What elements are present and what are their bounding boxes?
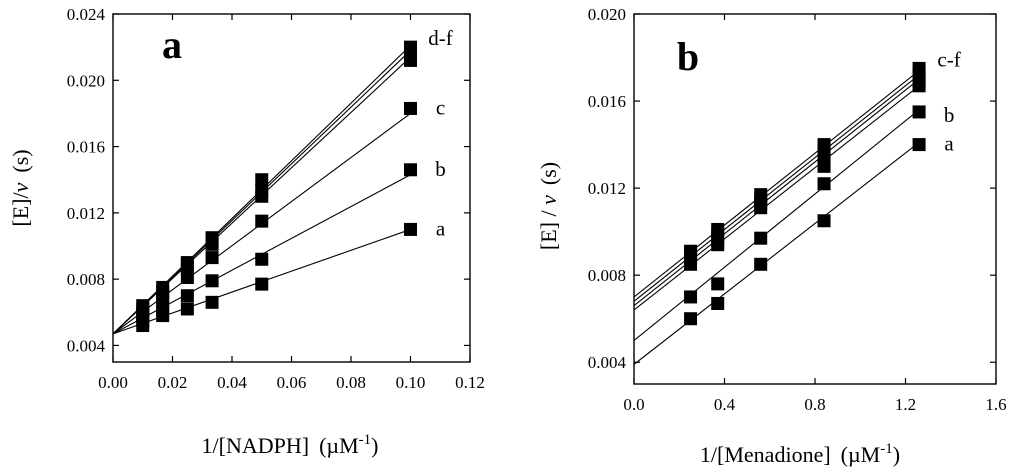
data-point-b [912,105,926,119]
x-axis-label-close: ) [371,433,378,458]
data-point-f [754,188,768,202]
data-point-c [205,251,219,265]
series-label: c-f [937,47,960,71]
data-point-a [817,214,831,228]
data-point-f [136,299,150,313]
data-point-b [205,274,219,288]
x-axis-label: 1/[NADPH] (µM-1) [202,432,379,458]
x-axis-label-unit: (µM [319,433,359,458]
data-point-f [205,231,219,245]
data-point-a [912,138,926,152]
y-tick-label: 0.004 [588,353,627,372]
x-tick-label: 0.10 [396,373,426,392]
fit-line-d [633,78,920,307]
fit-line-e [633,74,920,302]
data-point-b [255,252,269,266]
x-tick-label: 0.08 [336,373,366,392]
panel-letter: a [162,22,182,67]
data-point-f [817,138,831,152]
x-axis-label-text: 1/[NADPH] [202,433,310,458]
fit-line-b [633,109,920,341]
data-point-e [255,184,269,198]
x-tick-label: 0.0 [623,395,644,414]
data-point-a [205,295,219,309]
data-point-f [180,256,194,270]
x-tick-label: 0.04 [217,373,247,392]
y-tick-label: 0.016 [67,138,105,157]
data-point-f [156,280,170,294]
x-axis-label-text: 1/[Menadione] [700,442,831,467]
data-point-b [404,163,417,177]
y-tick-label: 0.008 [67,270,105,289]
x-axis-label: 1/[Menadione] (µM-1) [700,441,900,467]
y-tick-label: 0.004 [67,336,106,355]
y-axis-label-text: [E] / [536,205,561,250]
series-label: b [435,157,446,181]
fit-line-f [633,70,920,298]
data-point-f [255,173,269,187]
x-tick-label: 0.06 [277,373,307,392]
y-tick-label: 0.024 [67,5,106,24]
series-label: a [436,216,446,240]
x-tick-label: 1.2 [895,395,916,414]
data-point-a [404,222,417,236]
data-point-f [912,61,926,75]
x-axis-label-unit: (µM [841,442,881,467]
y-tick-label: 0.016 [588,92,626,111]
series-label: b [944,103,955,127]
data-point-f [711,222,725,236]
x-tick-label: 0.8 [804,395,825,414]
y-tick-label: 0.008 [588,266,626,285]
fit-line-a [633,141,920,365]
x-axis-label-exp: -1 [880,441,893,457]
data-point-a [180,302,194,316]
y-axis-label-var: v [8,182,33,192]
data-point-c [404,101,417,115]
data-point-b [180,289,194,303]
data-point-a [255,277,269,291]
y-axis-label-var: v [536,195,561,205]
data-point-f [404,40,417,54]
x-tick-label: 1.6 [985,395,1006,414]
series-label: c [436,95,445,119]
y-axis-label: [E] / v (s) [536,162,561,250]
y-axis-label-unit: (s) [8,149,33,172]
panel-a: 0.00 0.02 0.04 0.06 0.08 0.10 0.12 0.004 0.008 0.… [8,5,485,458]
y-axis-label: [E]/v (s) [8,149,33,226]
x-tick-label: 0.02 [158,373,188,392]
data-point-a [711,296,725,310]
y-tick-label: 0.012 [67,204,105,223]
fit-line-c [633,85,920,311]
data-point-b [684,290,698,304]
y-tick-label: 0.020 [588,5,626,24]
data-point-b [711,277,725,291]
x-tick-label: 0.12 [455,373,485,392]
y-tick-label: 0.012 [588,179,626,198]
panel-b: 0.0 0.4 0.8 1.2 1.6 0.004 0.008 0.012 0.016 0.020… [536,5,1007,467]
x-tick-label: 0.4 [714,395,736,414]
data-point-a [754,257,768,271]
data-point-a [684,312,698,326]
data-point-f [684,244,698,258]
x-tick-label: 0.00 [98,373,128,392]
y-axis-label-unit: (s) [536,162,561,185]
y-axis-label-text: [E]/ [8,192,33,227]
x-axis-label-exp: -1 [359,432,372,448]
data-point-c [255,214,269,228]
series-label: d-f [428,26,453,50]
data-point-b [817,177,831,191]
panel-letter: b [677,34,699,79]
y-tick-label: 0.020 [67,71,105,90]
series-label: a [944,132,954,156]
x-axis-label-close: ) [893,442,900,467]
data-point-b [754,231,768,245]
